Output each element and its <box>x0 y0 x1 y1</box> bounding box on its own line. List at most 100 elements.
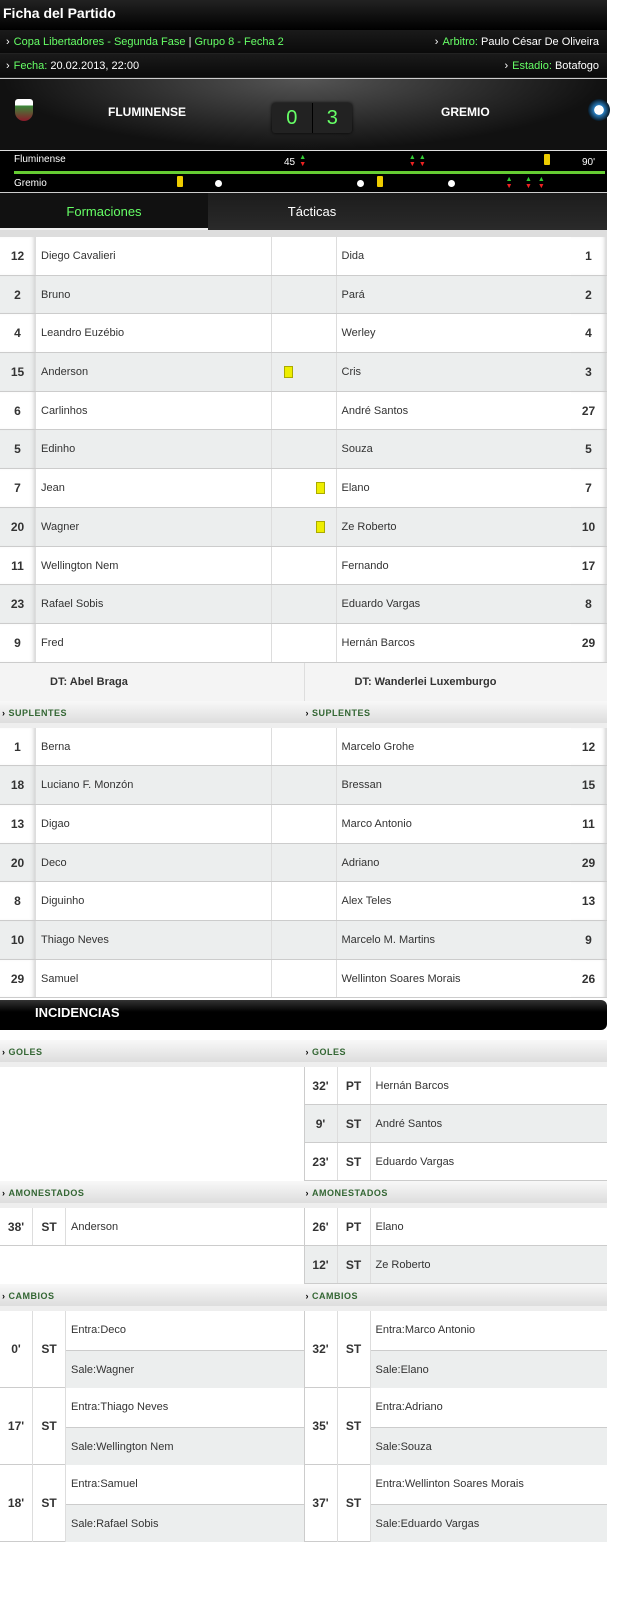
group-link[interactable]: Grupo 8 - Fecha 2 <box>194 35 284 48</box>
player-in: Entra:Deco <box>71 1324 127 1337</box>
incident-player: Anderson <box>71 1221 119 1234</box>
incident-player: Ze Roberto <box>375 1259 431 1272</box>
subs-header: › SUPLENTES › SUPLENTES <box>0 700 607 728</box>
player-name[interactable]: Elano <box>341 482 370 495</box>
card-cell <box>304 237 337 275</box>
away-lineup: Dida 1 Pará 2 Werley 4 Cris 3 André Santos 27 Souz… <box>303 237 607 663</box>
player-row: 12 Diego Cavalieri <box>0 237 304 276</box>
player-name[interactable]: Jean <box>41 482 65 495</box>
player-name[interactable]: Anderson <box>41 366 89 379</box>
card-cell <box>270 843 304 882</box>
player-name[interactable]: Fernando <box>341 559 389 572</box>
change-players: Entra:Adriano Sale:Souza <box>370 1388 607 1466</box>
changes-header: › CAMBIOS › CAMBIOS <box>0 1284 607 1312</box>
subs-label: SUPLENTES <box>8 707 68 718</box>
yellow-card-icon <box>315 520 325 533</box>
incident-minute: 12' <box>305 1246 338 1284</box>
change-minute: 35' <box>305 1388 338 1466</box>
player-number: 18 <box>0 766 36 804</box>
competition-link[interactable]: Copa Libertadores - Segunda Fase <box>13 35 186 48</box>
player-name[interactable]: Eduardo Vargas <box>341 598 421 611</box>
player-name[interactable]: Bressan <box>341 779 382 792</box>
player-name[interactable]: Bruno <box>41 288 71 301</box>
player-name[interactable]: André Santos <box>341 404 409 417</box>
player-name[interactable]: Samuel <box>41 972 79 985</box>
player-name[interactable]: Souza <box>341 443 373 456</box>
player-name[interactable]: Diguinho <box>41 895 85 908</box>
incident-period: PT <box>338 1067 371 1105</box>
player-number: 20 <box>0 507 36 546</box>
player-out: Sale:Wellington Nem <box>66 1426 304 1466</box>
player-row: 6 Carlinhos <box>0 391 304 431</box>
card-cell <box>270 623 304 662</box>
player-name[interactable]: Fred <box>41 636 64 649</box>
card-cell <box>270 507 304 546</box>
incident-period: PT <box>338 1208 371 1246</box>
player-name[interactable]: Carlinhos <box>41 404 88 417</box>
player-name[interactable]: Cris <box>341 366 362 379</box>
player-name[interactable]: Marco Antonio <box>341 817 412 830</box>
timeline-sub-icon: ▲ ▼ <box>408 154 416 168</box>
card-cell <box>270 275 304 314</box>
card-cell <box>270 237 304 275</box>
player-name[interactable]: Marcelo Grohe <box>341 740 415 753</box>
player-name[interactable]: Deco <box>41 856 67 869</box>
player-name[interactable]: Ze Roberto <box>341 520 397 533</box>
player-number: 26 <box>571 959 607 998</box>
player-row: 23 Rafael Sobis <box>0 585 304 624</box>
player-name[interactable]: Diego Cavalieri <box>41 250 116 262</box>
change-period: ST <box>338 1388 371 1466</box>
away-coach: DT: Wanderlei Luxemburgo <box>303 662 608 701</box>
player-row: 11 Wellington Nem <box>0 546 304 586</box>
away-team[interactable]: GREMIO <box>441 105 490 119</box>
incidencias-header: INCIDENCIAS <box>0 1000 607 1031</box>
player-name[interactable]: Marcelo M. Martins <box>341 934 436 946</box>
player-row: 8 Diguinho <box>0 882 304 921</box>
player-name[interactable]: Adriano <box>341 856 380 869</box>
player-name[interactable]: Rafael Sobis <box>41 598 104 611</box>
card-cell <box>304 430 337 469</box>
tab-formaciones[interactable]: Formaciones <box>0 193 208 230</box>
player-number: 23 <box>0 585 36 623</box>
player-out: Sale:Wagner <box>66 1349 304 1389</box>
player-in: Entra:Samuel <box>71 1478 138 1491</box>
timeline-sub-icon: ▲ ▼ <box>299 154 307 168</box>
player-name[interactable]: Leandro Euzébio <box>41 327 125 340</box>
player-row: Souza 5 <box>303 430 607 470</box>
timeline-away-label: Gremio <box>14 178 47 189</box>
player-name[interactable]: Alex Teles <box>341 895 392 908</box>
gremio-crest-icon <box>588 99 610 121</box>
player-name[interactable]: Luciano F. Monzón <box>41 779 134 792</box>
away-score: 3 <box>326 107 338 129</box>
player-row: Alex Teles 13 <box>303 882 607 921</box>
change-row: 17' ST Entra:Thiago Neves Sale:Wellington N… <box>0 1388 304 1466</box>
player-number: 2 <box>571 275 607 314</box>
player-row: Dida 1 <box>303 237 607 276</box>
player-name[interactable]: Edinho <box>41 443 76 456</box>
change-period: ST <box>33 1311 66 1389</box>
cards-label: AMONESTADOS <box>312 1188 388 1199</box>
incident-minute: 9' <box>305 1105 338 1143</box>
timeline-goal-icon <box>447 176 455 187</box>
change-players: Entra:Marco Antonio Sale:Elano <box>370 1311 607 1389</box>
card-cell <box>304 921 337 959</box>
player-name[interactable]: Wellington Nem <box>41 559 119 572</box>
player-number: 6 <box>0 391 36 430</box>
player-name[interactable]: Hernán Barcos <box>341 636 415 649</box>
player-name[interactable]: Thiago Neves <box>41 934 109 946</box>
card-cell <box>304 959 337 998</box>
incident-period: ST <box>338 1143 371 1181</box>
tab-tacticas[interactable]: Tácticas <box>287 204 337 219</box>
player-name[interactable]: Wagner <box>41 520 80 533</box>
player-number: 2 <box>0 275 36 314</box>
player-name[interactable]: Pará <box>341 288 365 301</box>
card-cell <box>304 623 337 662</box>
player-name[interactable]: Berna <box>41 740 71 753</box>
player-name[interactable]: Werley <box>341 327 376 340</box>
player-row: 13 Digao <box>0 804 304 844</box>
home-team[interactable]: FLUMINENSE <box>108 105 186 119</box>
player-name[interactable]: Dida <box>341 250 365 262</box>
player-row: Bressan 15 <box>303 766 607 805</box>
player-name[interactable]: Digao <box>41 817 70 830</box>
player-name[interactable]: Wellinton Soares Morais <box>341 972 461 985</box>
